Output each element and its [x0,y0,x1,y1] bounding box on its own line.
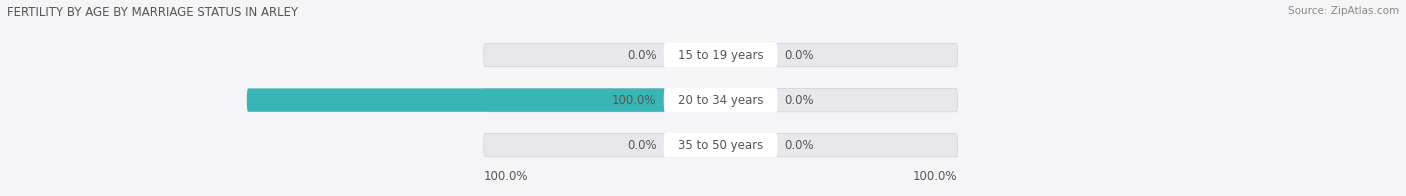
FancyBboxPatch shape [664,88,778,112]
Text: 100.0%: 100.0% [612,94,657,107]
Text: 15 to 19 years: 15 to 19 years [678,49,763,62]
FancyBboxPatch shape [664,43,778,67]
Text: 100.0%: 100.0% [912,170,957,183]
Text: 20 to 34 years: 20 to 34 years [678,94,763,107]
Text: 0.0%: 0.0% [627,49,657,62]
FancyBboxPatch shape [484,133,957,157]
Text: 35 to 50 years: 35 to 50 years [678,139,763,152]
Text: 0.0%: 0.0% [785,94,814,107]
FancyBboxPatch shape [484,88,957,112]
FancyBboxPatch shape [664,133,778,157]
Text: 0.0%: 0.0% [785,139,814,152]
FancyBboxPatch shape [247,88,721,112]
Text: 100.0%: 100.0% [484,170,529,183]
Text: Source: ZipAtlas.com: Source: ZipAtlas.com [1288,6,1399,16]
FancyBboxPatch shape [484,43,957,67]
Text: 0.0%: 0.0% [785,49,814,62]
Text: FERTILITY BY AGE BY MARRIAGE STATUS IN ARLEY: FERTILITY BY AGE BY MARRIAGE STATUS IN A… [7,6,298,19]
Text: 0.0%: 0.0% [627,139,657,152]
